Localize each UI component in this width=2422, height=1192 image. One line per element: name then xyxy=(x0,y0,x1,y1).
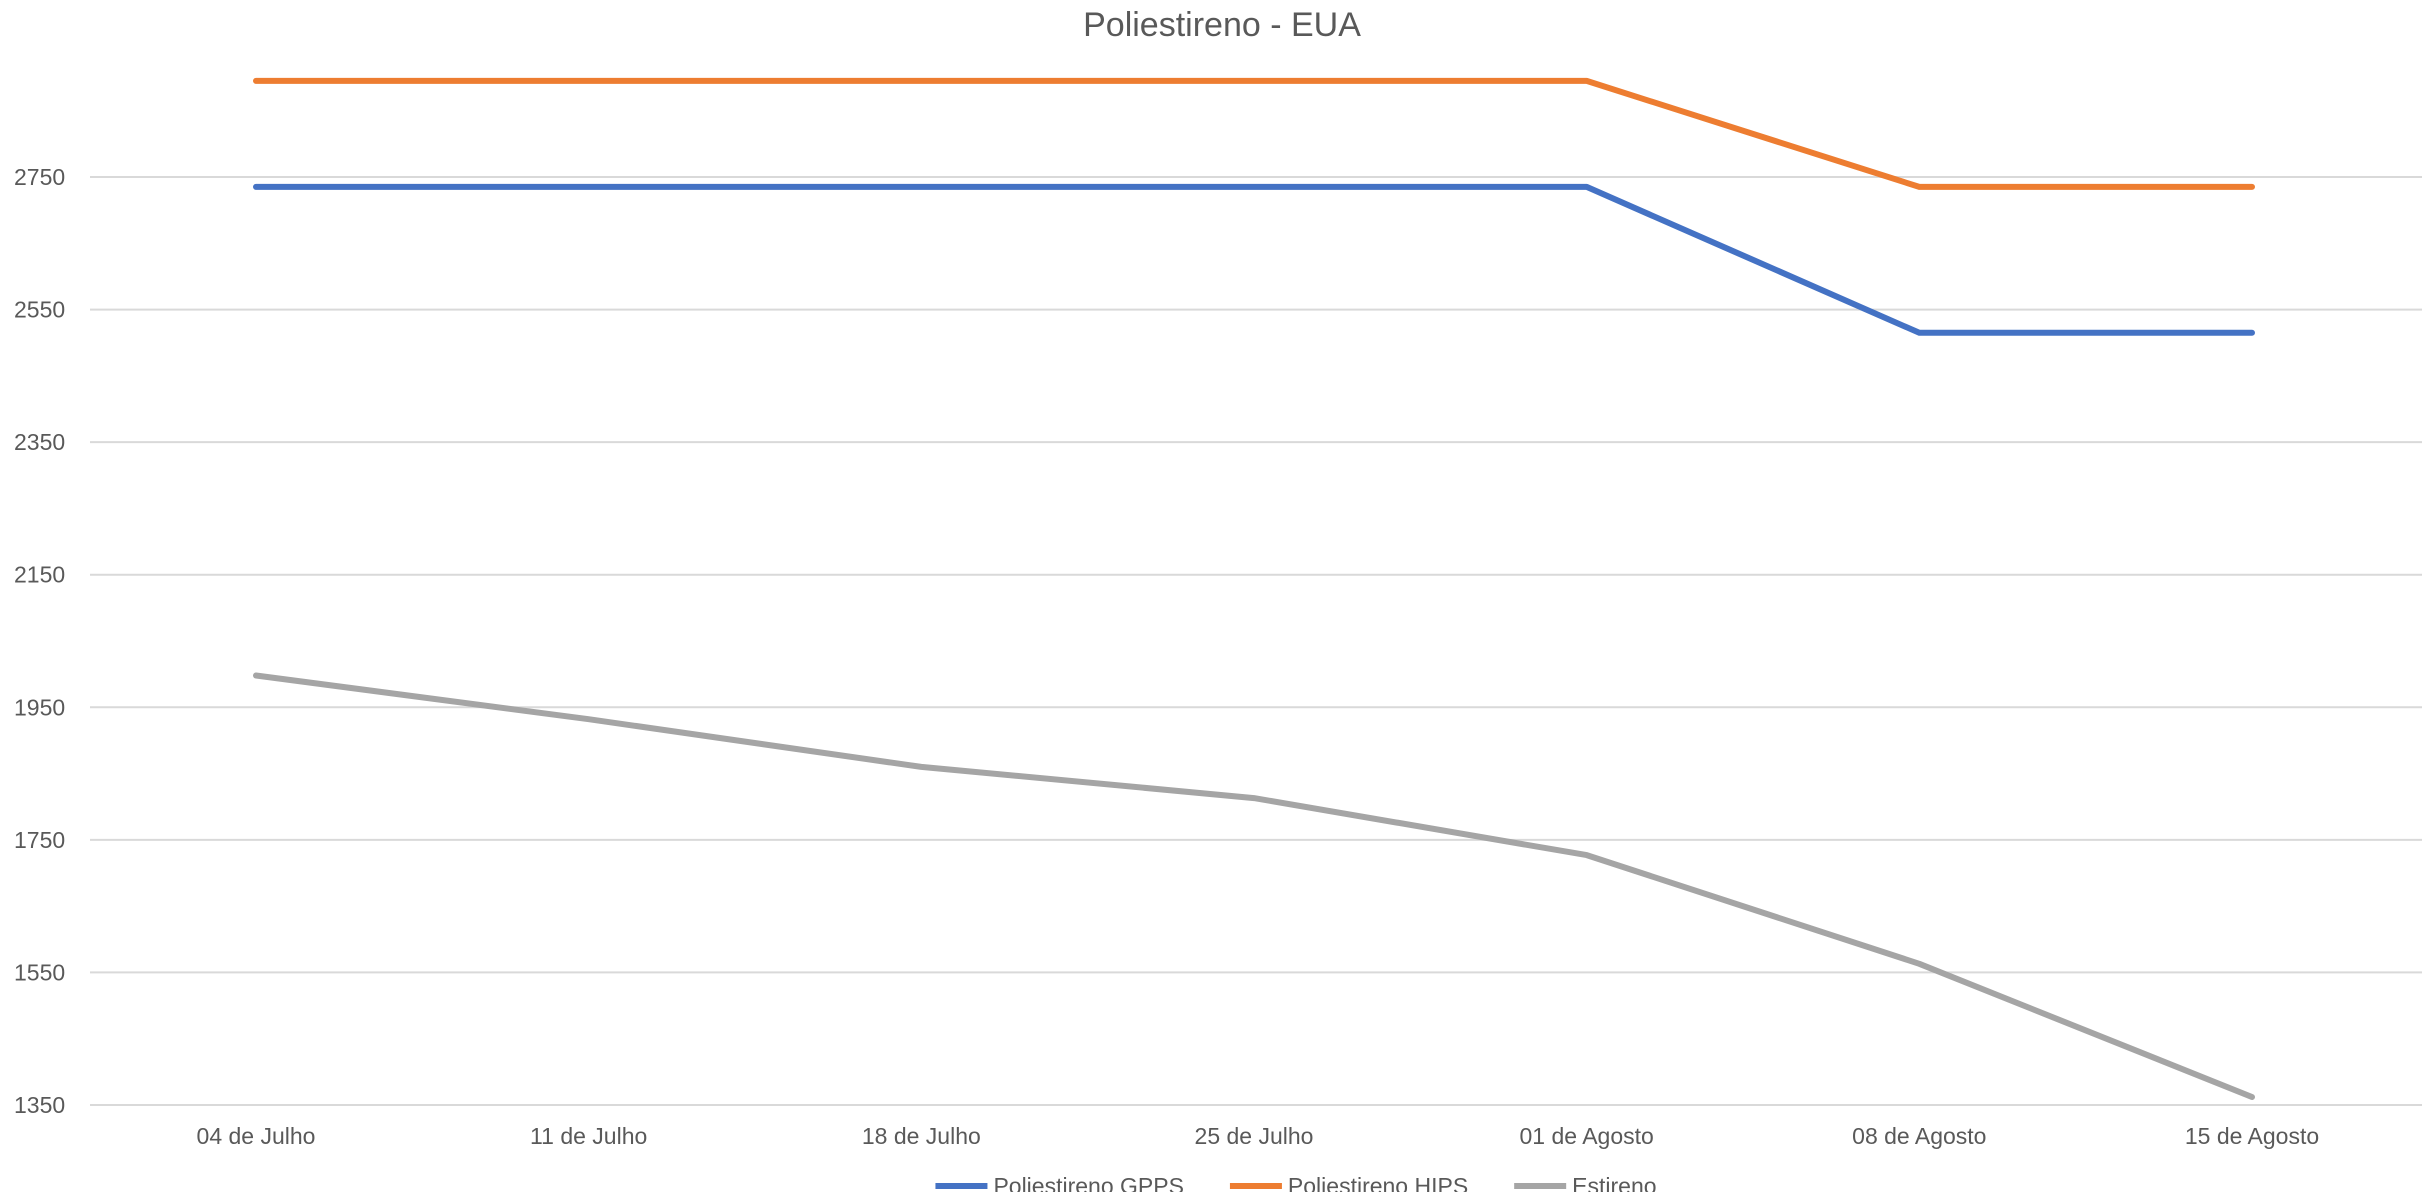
series-line-poliestireno-gpps xyxy=(253,183,2255,336)
legend-label: Poliestireno HIPS xyxy=(1288,1173,1468,1192)
y-tick-label: 1950 xyxy=(14,694,65,720)
x-tick-label: 08 de Agosto xyxy=(1852,1123,1986,1149)
legend-item-estireno: Estireno xyxy=(1514,1173,1657,1192)
legend: Poliestireno GPPS Poliestireno HIPS Estire… xyxy=(935,1173,1657,1192)
y-tick-label: 2550 xyxy=(14,297,65,323)
y-axis-tick-labels: 1350 1550 1750 1950 2150 2350 2550 2750 xyxy=(14,164,65,1118)
x-tick-label: 15 de Agosto xyxy=(2185,1123,2319,1149)
series-line-estireno xyxy=(253,672,2255,1100)
chart-title: Poliestireno - EUA xyxy=(1083,6,1361,44)
x-tick-label: 25 de Julho xyxy=(1195,1123,1314,1149)
x-axis-tick-labels: 04 de Julho 11 de Julho 18 de Julho 25 de J… xyxy=(197,1123,2320,1149)
y-tick-label: 1550 xyxy=(14,959,65,985)
y-tick-label: 2350 xyxy=(14,429,65,455)
x-tick-label: 01 de Agosto xyxy=(1520,1123,1654,1149)
series-lines xyxy=(253,77,2255,1100)
y-tick-label: 1350 xyxy=(14,1092,65,1118)
y-tick-label: 1750 xyxy=(14,827,65,853)
legend-label: Estireno xyxy=(1572,1173,1656,1192)
y-tick-label: 2150 xyxy=(14,562,65,588)
x-tick-label: 18 de Julho xyxy=(862,1123,981,1149)
legend-label: Poliestireno GPPS xyxy=(993,1173,1183,1192)
y-tick-label: 2750 xyxy=(14,164,65,190)
legend-item-poliestireno-hips: Poliestireno HIPS xyxy=(1229,1173,1468,1192)
series-line-poliestireno-hips xyxy=(253,77,2255,190)
gridlines xyxy=(90,176,2422,1106)
x-tick-label: 11 de Julho xyxy=(530,1123,647,1149)
legend-item-poliestireno-gpps: Poliestireno GPPS xyxy=(935,1173,1184,1192)
x-tick-label: 04 de Julho xyxy=(197,1123,316,1149)
